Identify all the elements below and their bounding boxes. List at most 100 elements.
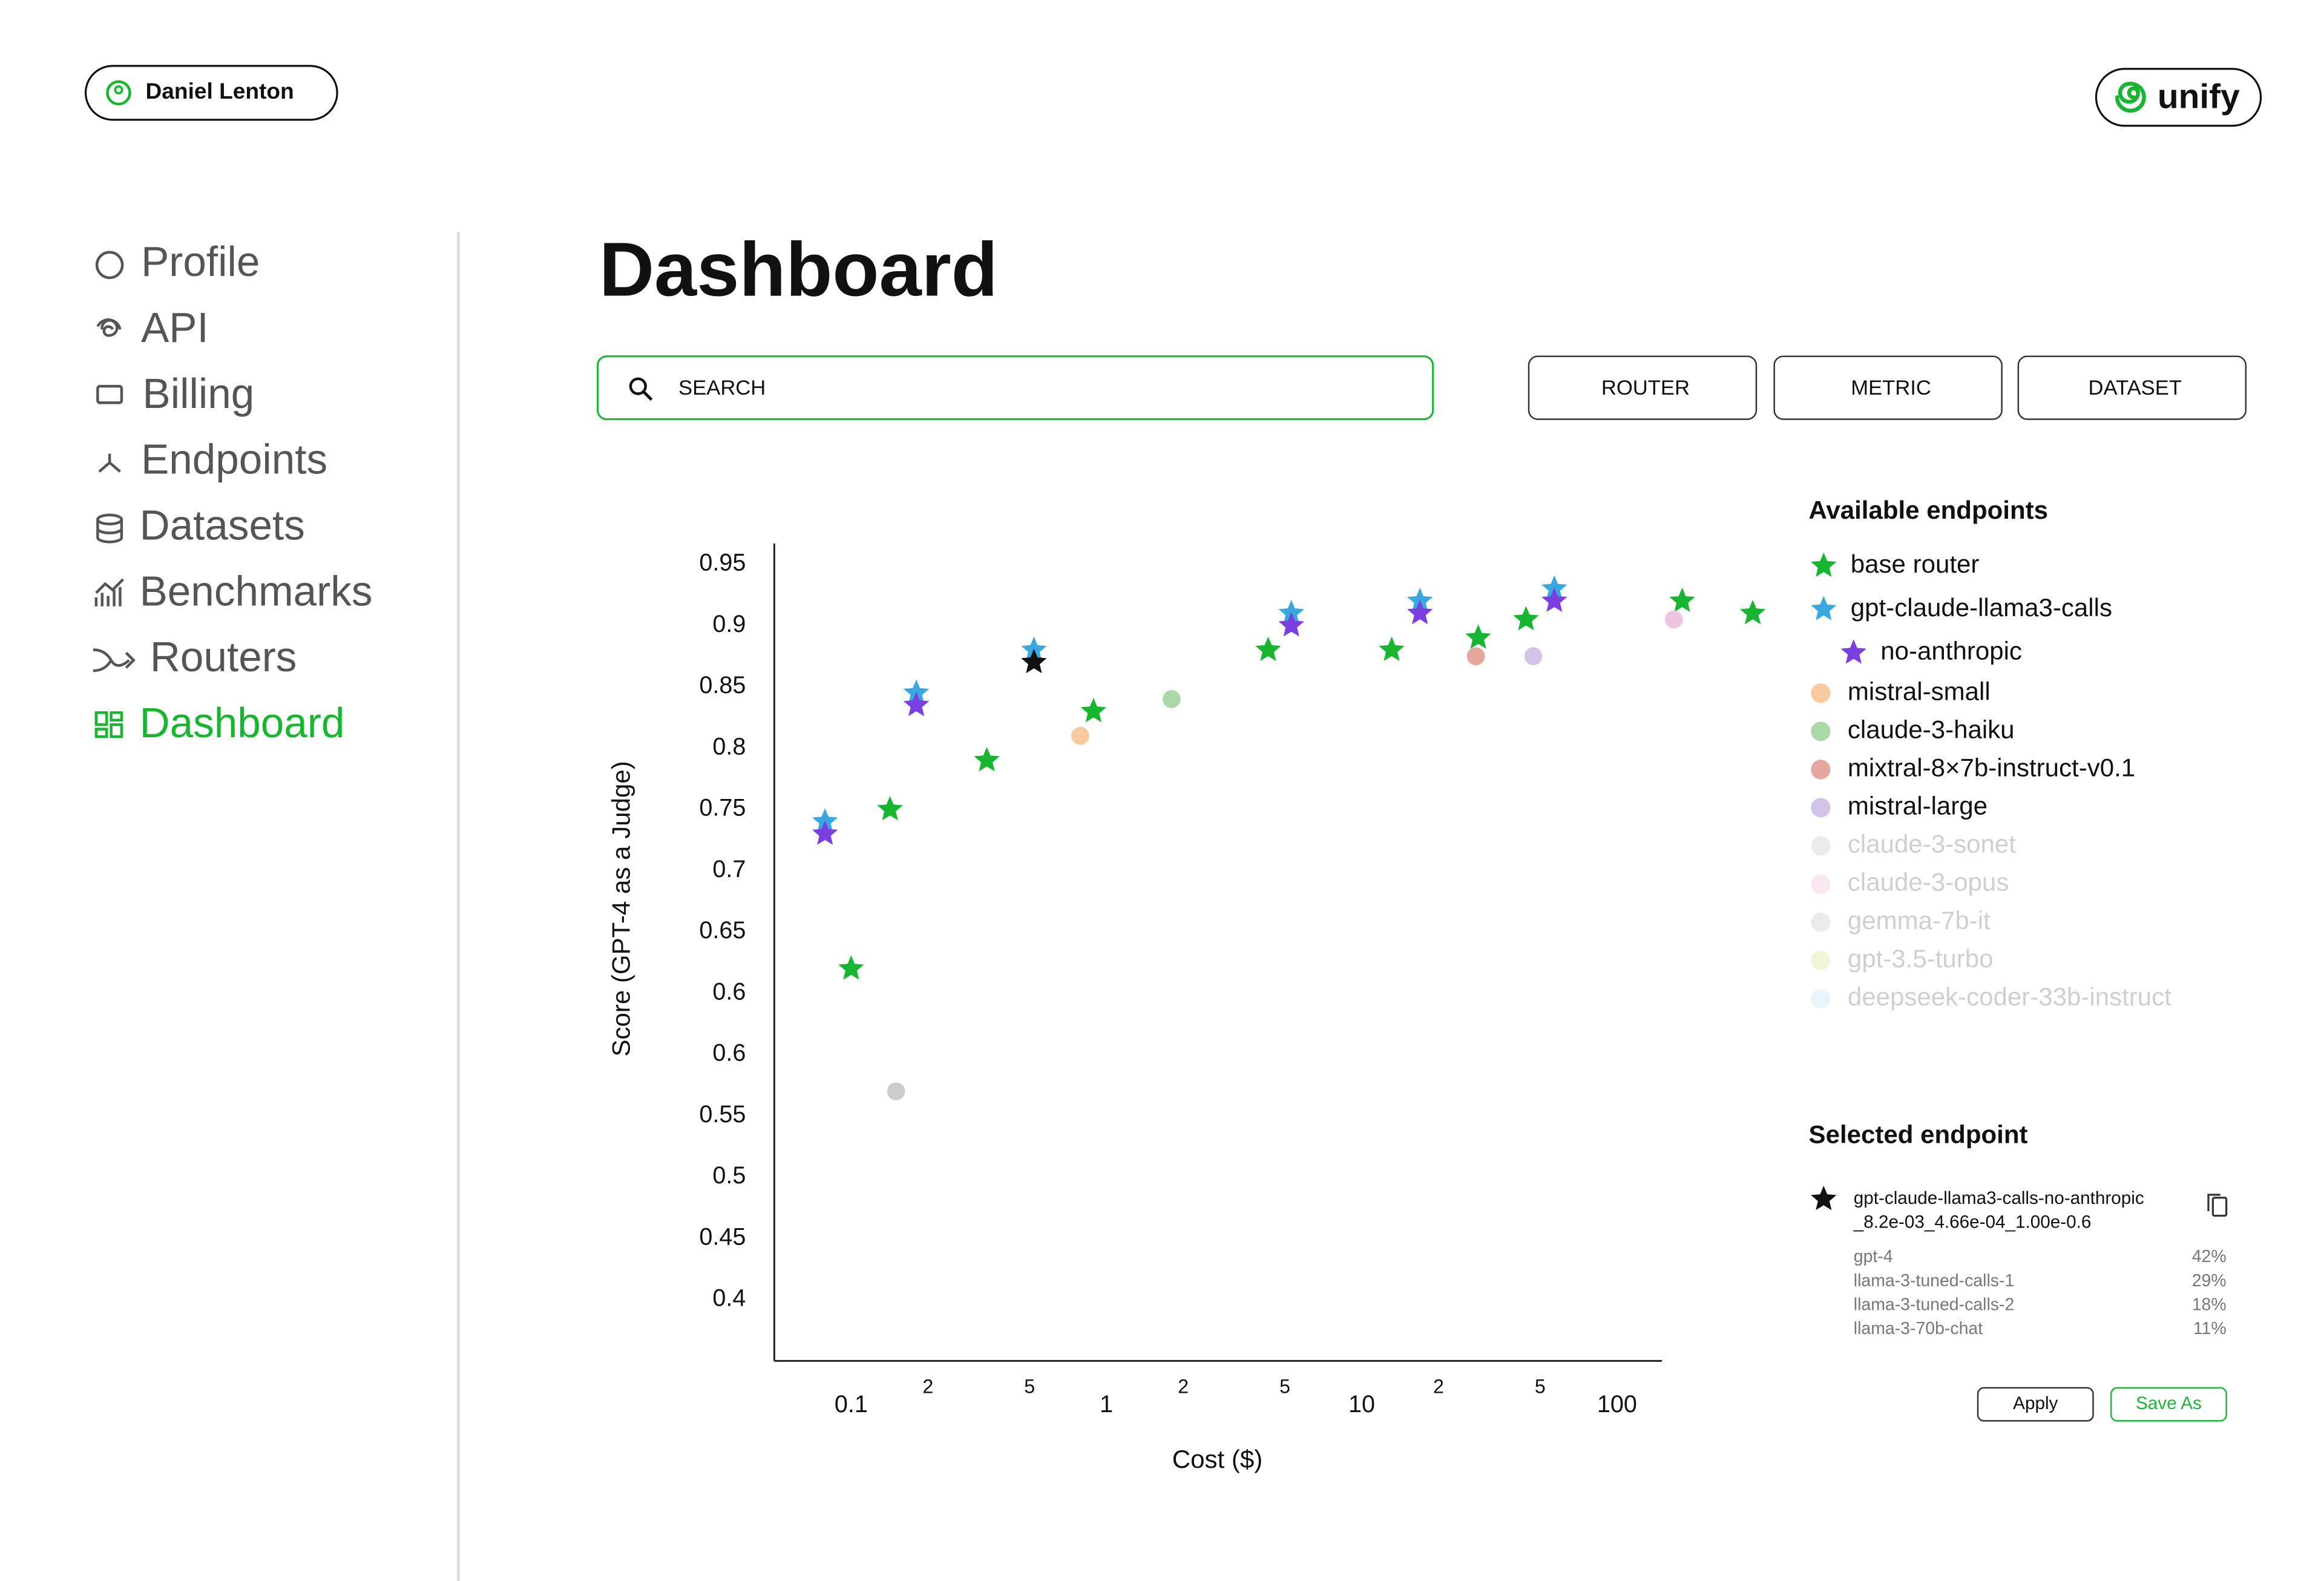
scatter-dot[interactable] [1524,647,1543,665]
action-button[interactable]: Save As [2110,1387,2227,1422]
filter-button-label: DATASET [2089,376,2182,399]
search-icon-handle [643,391,653,401]
scatter-star[interactable] [1278,612,1304,637]
scatter-star[interactable] [1669,587,1695,613]
legend-item[interactable]: claude-3-haiku [1811,715,2015,743]
action-button-box[interactable] [1977,1387,2094,1422]
legend-item[interactable]: mixtral-8×7b-instruct-v0.1 [1811,753,2135,781]
user-icon-head [114,85,123,94]
x-minor-tick-label: 2 [922,1375,933,1397]
legend-star [1840,639,1866,664]
legend-item[interactable]: claude-3-opus [1811,868,2009,896]
icon-dashboard [94,711,123,738]
legend-star [1811,596,1837,620]
selected-endpoint: Selected endpoint gpt-claude-llama3-call… [1809,1120,2228,1422]
scatter-star[interactable] [1407,587,1433,613]
page-title: Dashboard [599,226,998,312]
mix-share: 42% [2192,1247,2227,1266]
scatter-star[interactable] [812,808,838,833]
scatter-star-selected[interactable] [1021,649,1047,674]
scatter-dot[interactable] [1163,690,1181,708]
copy-icon[interactable] [2207,1194,2228,1217]
nav-item[interactable]: Profile [141,238,260,285]
legend-item[interactable]: claude-3-sonet [1811,830,2016,858]
scatter-star[interactable] [974,746,1000,772]
x-minor-tick-label: 5 [1279,1375,1290,1397]
legend-dot [1811,721,1831,741]
filters: ROUTER METRIC DATASET [1528,355,2247,420]
nav-item[interactable]: Dashboard [140,699,345,746]
filter-button-box[interactable] [1773,355,2003,420]
filter-button-box[interactable] [2017,355,2247,420]
mix-model: llama-3-70b-chat [1854,1319,1983,1338]
copy-icon-front[interactable] [2211,1197,2228,1217]
filter-button-box[interactable] [1528,355,1758,420]
legend-dot [1811,760,1831,780]
legend-item[interactable]: gpt-claude-llama3-calls [1811,593,2112,622]
legend-item[interactable]: mistral-large [1811,792,1988,820]
logo[interactable]: unify [2095,68,2262,127]
scatter-star[interactable] [903,679,930,704]
user-pill[interactable]: Daniel Lenton [84,65,338,121]
legend-label: claude-3-opus [1848,868,2009,896]
nav-item[interactable]: Benchmarks [140,567,373,614]
icon-dashboard-a [94,711,108,726]
legend-item[interactable]: gpt-3.5-turbo [1811,944,1994,973]
scatter-star[interactable] [1080,698,1107,723]
scatter-star[interactable] [1379,636,1405,662]
legend-label: deepseek-coder-33b-instruct [1848,982,2171,1011]
action-button-box[interactable] [2110,1387,2227,1422]
search[interactable]: SEARCH [596,355,1434,421]
scatter-star[interactable] [1407,600,1433,625]
scatter-star[interactable] [1541,587,1567,613]
filter-button[interactable]: METRIC [1773,355,2003,420]
scatter-star[interactable] [1465,624,1491,649]
legend-dot [1811,798,1831,818]
scatter-star[interactable] [1541,575,1567,600]
icon-endpoints [98,453,121,473]
y-tick-label: 0.6 [712,1040,746,1067]
scatter-star[interactable] [838,955,864,980]
filter-button[interactable]: ROUTER [1528,355,1758,420]
action-button-label: Apply [2013,1393,2058,1413]
legend-item[interactable]: gemma-7b-it [1811,906,1991,935]
scatter-dot[interactable] [1664,610,1683,629]
nav: Profile API Billing Endpoints Datasets Benchm… [140,238,373,746]
scatter-star[interactable] [1255,636,1281,662]
scatter-star[interactable] [1513,606,1539,631]
scatter-dot[interactable] [1071,726,1089,745]
legend-item[interactable]: deepseek-coder-33b-instruct [1811,982,2171,1011]
scatter-star[interactable] [812,820,838,845]
icon-routers [93,648,136,672]
icon-datasets [96,513,123,525]
user-pill-box[interactable] [84,65,338,121]
nav-item[interactable]: API [141,304,209,351]
legend-item[interactable]: mistral-small [1811,677,1991,705]
user-icon [106,80,131,106]
scatter-star[interactable] [1021,636,1047,662]
mix-share: 29% [2192,1271,2227,1290]
nav-item[interactable]: Billing [143,370,255,417]
filter-button[interactable]: DATASET [2017,355,2247,420]
scatter-dot[interactable] [1466,647,1485,665]
nav-item[interactable]: Endpoints [141,436,327,483]
scatter-star[interactable] [1278,600,1304,625]
nav-item[interactable]: Datasets [140,501,305,548]
legend-item[interactable]: base router [1811,550,1979,578]
y-tick-label: 0.5 [712,1162,746,1189]
logo-box[interactable] [2095,68,2262,127]
legend: base router gpt-claude-llama3-calls no-ant… [1811,550,2171,1011]
search-placeholder: SEARCH [678,376,766,399]
scatter-star[interactable] [877,795,903,821]
nav-item[interactable]: Routers [150,633,297,680]
legend-item[interactable]: no-anthropic [1840,637,2022,665]
scatter-dot[interactable] [887,1082,905,1100]
legend-label: gemma-7b-it [1848,906,1991,935]
y-tick-label: 0.7 [712,856,746,883]
scatter-star[interactable] [1739,600,1766,625]
action-button[interactable]: Apply [1977,1387,2094,1422]
search-box[interactable] [596,355,1434,421]
scatter-star[interactable] [903,691,930,717]
icon-dashboard-b [110,711,123,721]
